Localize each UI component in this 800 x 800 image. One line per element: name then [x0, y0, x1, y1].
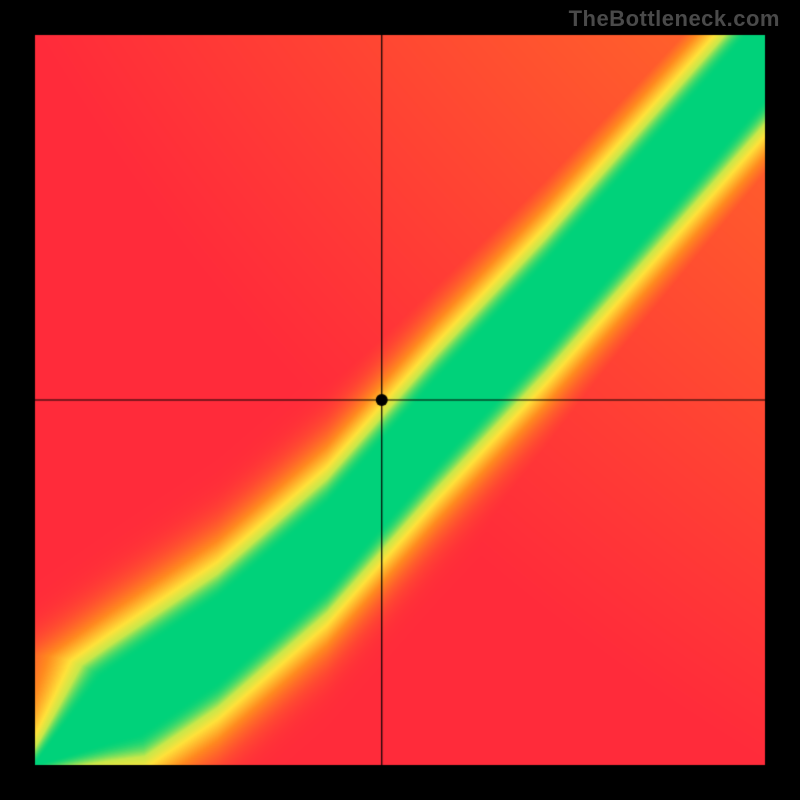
chart-container: TheBottleneck.com	[0, 0, 800, 800]
watermark-text: TheBottleneck.com	[569, 6, 780, 32]
heatmap-canvas	[0, 0, 800, 800]
